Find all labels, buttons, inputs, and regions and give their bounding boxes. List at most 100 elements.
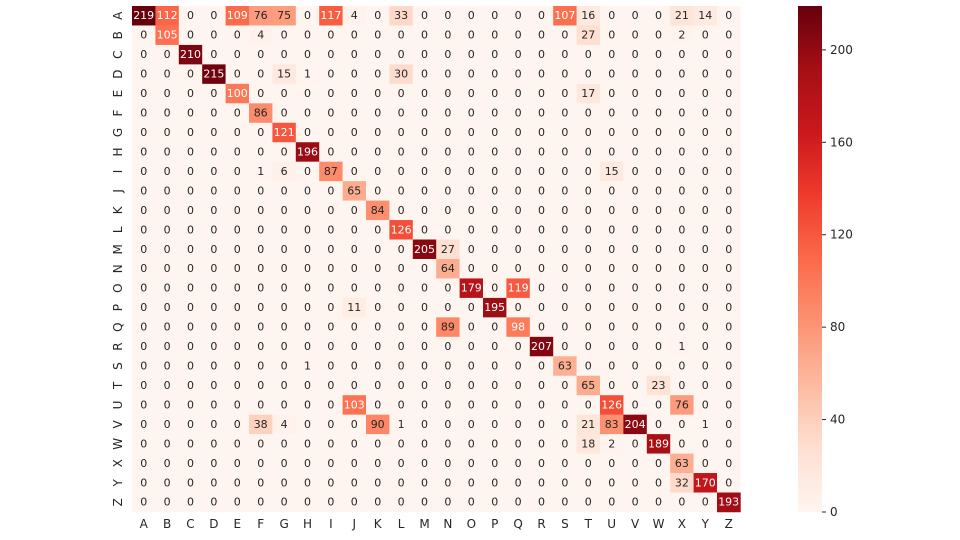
y-tick-label: P [111,304,125,311]
heatmap-cell [646,25,671,46]
heatmap-cell [646,181,671,201]
heatmap-cell [249,44,273,65]
y-tick-label: V [111,419,125,428]
heatmap-cell [553,258,577,279]
heatmap-cell [600,492,624,513]
heatmap-cell [155,395,180,415]
cell-value-label: 0 [327,340,334,353]
cell-value-label: 0 [398,496,405,509]
heatmap-cell [366,473,390,493]
cell-value-label: 38 [254,418,268,431]
heatmap-cell [623,239,648,260]
heatmap-cell [693,200,718,221]
heatmap-cell [553,278,577,299]
cell-value-label: 0 [257,301,264,314]
cell-value-label: 0 [632,204,639,217]
cell-value-label: 0 [725,457,732,470]
cell-value-label: 0 [327,379,334,392]
cell-value-label: 0 [538,107,545,120]
heatmap-cell [366,142,390,162]
heatmap-cell [436,239,460,260]
heatmap-cell [483,161,507,182]
cell-value-label: 0 [140,379,147,392]
cell-value-label: 0 [210,184,217,197]
heatmap-cell [412,239,437,260]
heatmap-cell [202,142,226,162]
cell-value-label: 0 [281,301,288,314]
cell-value-label: 0 [515,29,522,42]
heatmap-cell [319,278,343,299]
cell-value-label: 0 [304,184,311,197]
heatmap-cell [646,375,671,396]
heatmap-cell [553,220,577,240]
cell-value-label: 0 [515,360,522,373]
cell-value-label: 0 [281,29,288,42]
heatmap-cell [576,434,601,454]
heatmap-cell [389,161,414,182]
cell-value-label: 0 [608,48,615,61]
cell-value-label: 0 [210,29,217,42]
cell-value-label: 0 [210,223,217,236]
heatmap-cell [319,83,343,104]
heatmap-cell [155,453,180,474]
heatmap-cell [249,181,273,201]
heatmap-cell [600,278,624,299]
cell-value-label: 0 [725,9,732,22]
heatmap-cell [272,83,297,104]
cell-value-label: 0 [491,165,498,178]
heatmap-cell [670,492,694,513]
cell-value-label: 0 [187,282,194,295]
heatmap-cell [600,473,624,493]
heatmap-cell [295,434,320,454]
cell-value-label: 0 [632,223,639,236]
heatmap-cell [412,103,437,124]
cell-value-label: 0 [515,184,522,197]
heatmap-cell [529,258,554,279]
y-tick-label: Q [111,322,125,331]
cell-value-label: 0 [187,457,194,470]
cell-value-label: 0 [444,282,451,295]
heatmap-cell [342,220,367,240]
cell-value-label: 0 [210,165,217,178]
cell-value-label: 0 [608,9,615,22]
heatmap-cell [202,473,226,493]
cell-value-label: 0 [164,301,171,314]
heatmap-cell [178,142,203,162]
y-tick-label: F [111,109,125,116]
heatmap-cell [178,103,203,124]
x-tick-label: B [163,517,171,531]
cell-value-label: 0 [444,87,451,100]
heatmap-cell [272,375,297,396]
cell-value-label: 0 [421,360,428,373]
heatmap-cell [412,317,437,338]
heatmap-cell [342,297,367,318]
cell-value-label: 0 [327,87,334,100]
heatmap-cell [366,161,390,182]
heatmap-cell [436,375,460,396]
heatmap-cell [389,239,414,260]
heatmap-cell [295,220,320,240]
heatmap-cell [412,356,437,377]
cell-value-label: 0 [187,321,194,334]
cell-value-label: 0 [608,496,615,509]
heatmap-cell [272,44,297,65]
cell-value-label: 0 [655,126,662,139]
heatmap-cell [249,473,273,493]
heatmap-cell [670,414,694,435]
heatmap-cell [389,142,414,162]
heatmap-cell [483,239,507,260]
cell-value-label: 18 [581,437,595,450]
cell-value-label: 0 [632,107,639,120]
cell-value-label: 0 [702,360,709,373]
y-axis-ticks: A B C D E F G H I J K L M N O P Q R S T UV W X Y Z [111,11,125,507]
heatmap-cell [717,200,741,221]
heatmap-cell [132,473,156,493]
heatmap-cell [272,278,297,299]
cell-value-label: 0 [515,107,522,120]
cell-value-label: 0 [140,87,147,100]
x-tick-label: E [234,517,242,531]
heatmap-cell [225,395,250,415]
cell-value-label: 0 [515,398,522,411]
cell-value-label: 0 [538,262,545,275]
cell-value-label: 0 [561,340,568,353]
